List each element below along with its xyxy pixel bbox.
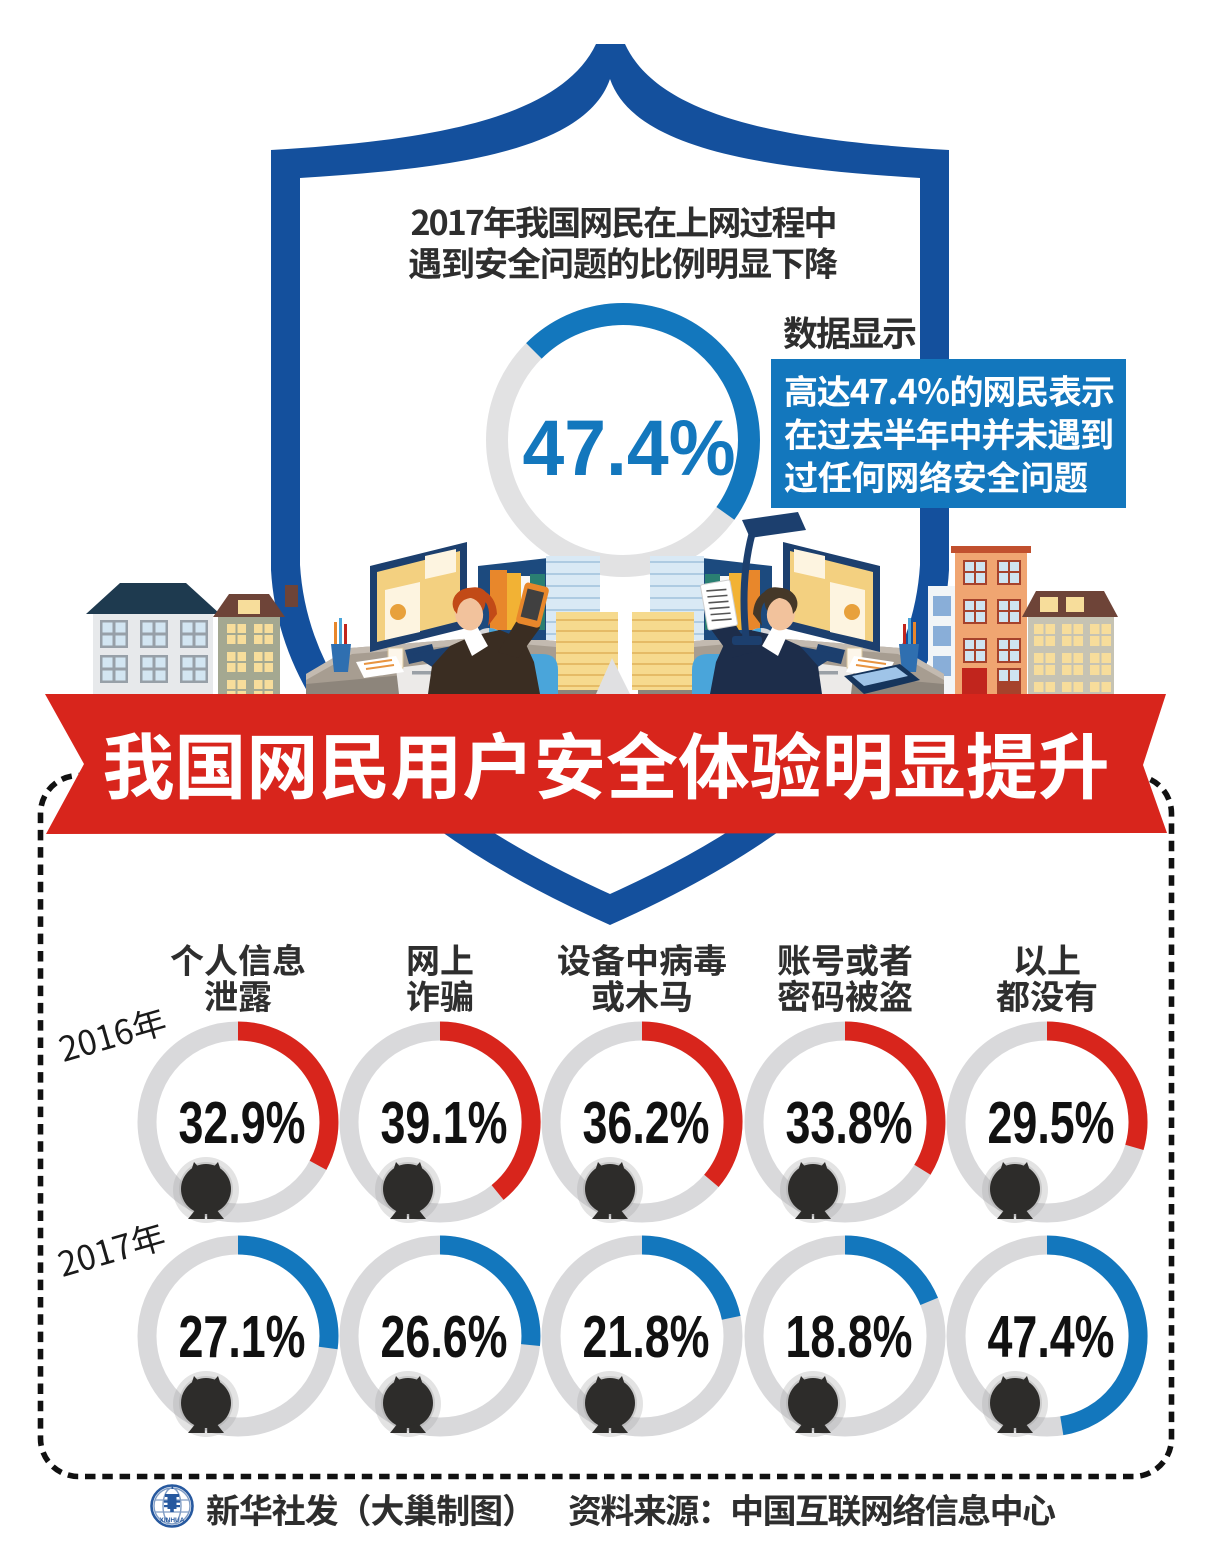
svg-text:设备中病毒: 设备中病毒 xyxy=(557,934,727,983)
svg-text:资料来源：中国互联网络信息中心: 资料来源：中国互联网络信息中心 xyxy=(568,1484,1056,1533)
svg-text:29.5%: 29.5% xyxy=(988,1090,1115,1156)
svg-text:或木马: 或木马 xyxy=(591,970,693,1019)
svg-text:都没有: 都没有 xyxy=(996,970,1098,1019)
svg-text:27.1%: 27.1% xyxy=(179,1304,306,1370)
svg-text:网上: 网上 xyxy=(406,934,474,983)
svg-text:2016年: 2016年 xyxy=(53,994,172,1071)
svg-text:36.2%: 36.2% xyxy=(583,1090,710,1156)
svg-text:33.8%: 33.8% xyxy=(786,1090,913,1156)
svg-text:2017年: 2017年 xyxy=(52,1209,171,1286)
svg-text:我国网民用户安全体验明显提升: 我国网民用户安全体验明显提升 xyxy=(103,709,1110,814)
svg-text:个人信息: 个人信息 xyxy=(170,934,306,983)
svg-text:在过去半年中并未遇到: 在过去半年中并未遇到 xyxy=(784,408,1114,457)
svg-text:诈骗: 诈骗 xyxy=(406,970,474,1019)
svg-text:高达47.4％的网民表示: 高达47.4％的网民表示 xyxy=(784,365,1115,414)
svg-text:密码被盗: 密码被盗 xyxy=(777,970,913,1019)
svg-text:泄露: 泄露 xyxy=(204,970,272,1019)
svg-text:26.6%: 26.6% xyxy=(381,1304,508,1370)
svg-text:账号或者: 账号或者 xyxy=(777,934,913,983)
svg-text:新华社发（大巢制图）: 新华社发（大巢制图） xyxy=(206,1484,536,1533)
svg-text:47.4%: 47.4% xyxy=(523,403,736,492)
svg-text:以上: 以上 xyxy=(1013,934,1081,983)
svg-text:39.1%: 39.1% xyxy=(381,1090,508,1156)
svg-text:18.8%: 18.8% xyxy=(786,1304,913,1370)
svg-text:遇到安全问题的比例明显下降: 遇到安全问题的比例明显下降 xyxy=(408,237,838,286)
svg-text:47.4%: 47.4% xyxy=(988,1304,1115,1370)
svg-text:21.8%: 21.8% xyxy=(583,1304,710,1370)
svg-text:XINHUA: XINHUA xyxy=(160,1517,185,1524)
svg-text:过任何网络安全问题: 过任何网络安全问题 xyxy=(784,451,1088,500)
svg-text:数据显示: 数据显示 xyxy=(783,306,917,357)
svg-text:32.9%: 32.9% xyxy=(179,1090,306,1156)
svg-text:2017年我国网民在上网过程中: 2017年我国网民在上网过程中 xyxy=(411,196,838,245)
